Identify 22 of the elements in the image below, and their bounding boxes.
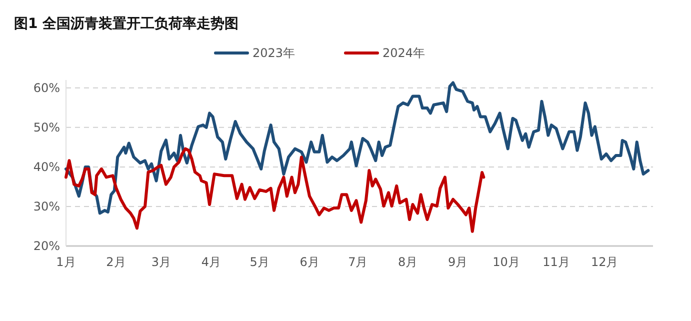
x-tick-label: 9月 [448,255,468,269]
y-tick-label: 20% [33,239,60,254]
chart-title: 图1 全国沥青装置开工负荷率走势图 [14,15,239,32]
y-tick-label: 60% [33,81,60,96]
x-tick-label: 3月 [151,255,171,269]
x-tick-label: 12月 [590,255,618,269]
x-tick-label: 10月 [492,255,520,269]
y-tick-label: 30% [33,200,60,214]
x-tick-label: 6月 [300,255,320,269]
x-tick-label: 2月 [106,255,126,269]
x-tick-label: 7月 [348,255,368,269]
x-tick-label: 8月 [398,255,418,269]
x-tick-label: 11月 [542,255,570,269]
line-series [64,81,650,215]
x-tick-label: 4月 [201,255,221,269]
legend-label: 2024年 [382,46,426,60]
line-series [64,147,486,233]
y-tick-label: 40% [33,160,60,174]
x-tick-label: 1月 [56,255,76,269]
legend-label: 2023年 [252,46,296,60]
x-tick-label: 5月 [250,255,270,269]
y-tick-label: 50% [33,120,60,135]
